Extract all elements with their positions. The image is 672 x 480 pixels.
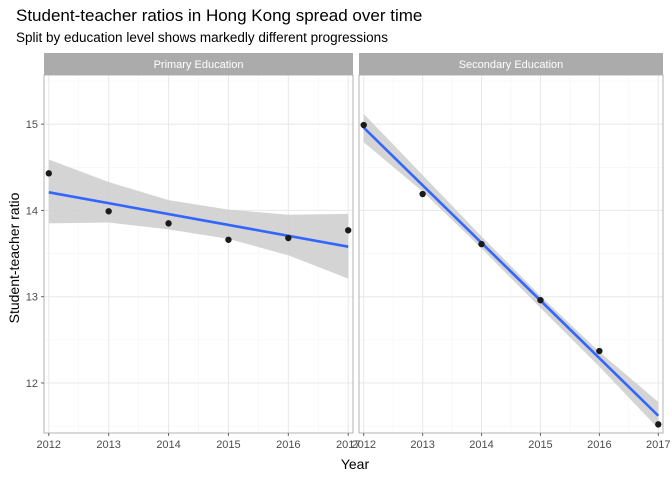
x-axis-title: Year [341,456,370,472]
x-tick-label: 2014 [156,439,180,451]
x-tick-label: 2017 [646,439,670,451]
x-tick-label: 2017 [336,439,360,451]
chart-title: Student-teacher ratios in Hong Kong spre… [16,6,422,25]
x-tick-label: 2015 [216,439,240,451]
facet-strip-label: Secondary Education [459,59,564,71]
data-point [537,296,544,304]
y-tick-label: 14 [26,205,38,217]
facet-strip-label: Primary Education [154,59,244,71]
facet-strip [359,53,663,75]
x-tick-label: 2013 [410,439,434,451]
x-tick-label: 2012 [37,439,61,451]
data-point [360,121,367,129]
data-point [165,220,172,227]
facet-panel-primary: Primary Education 2012 2013 2014 2015 2016 201… [37,53,360,451]
y-axis-title: Student-teacher ratio [6,192,22,323]
x-tick-label: 2015 [528,439,552,451]
data-point [655,421,662,428]
facet-strip [44,53,353,75]
trend-line [48,191,349,248]
data-point [45,170,52,177]
y-tick-label: 13 [26,292,38,304]
y-tick-label: 12 [26,378,38,390]
facet-panel-secondary: Secondary Education 2012 2013 2014 2015 2016 2… [351,53,671,451]
x-tick-label: 2013 [96,439,120,451]
facet-panels: 12 13 14 15 Primary Education 2012 2013 2014 201… [26,53,671,451]
chart-subtitle: Split by education level shows markedly … [16,30,388,45]
x-tick-label: 2016 [276,439,300,451]
trend-line [362,126,660,417]
data-point [225,236,232,243]
y-tick-label: 15 [26,119,38,131]
data-point [285,234,292,242]
data-point [419,190,426,198]
x-tick-label: 2012 [351,439,375,451]
x-tick-label: 2016 [587,439,611,451]
x-tick-label: 2014 [469,439,493,451]
data-point [345,227,352,234]
data-point [105,208,112,215]
data-point [596,347,603,355]
data-point [478,240,485,248]
